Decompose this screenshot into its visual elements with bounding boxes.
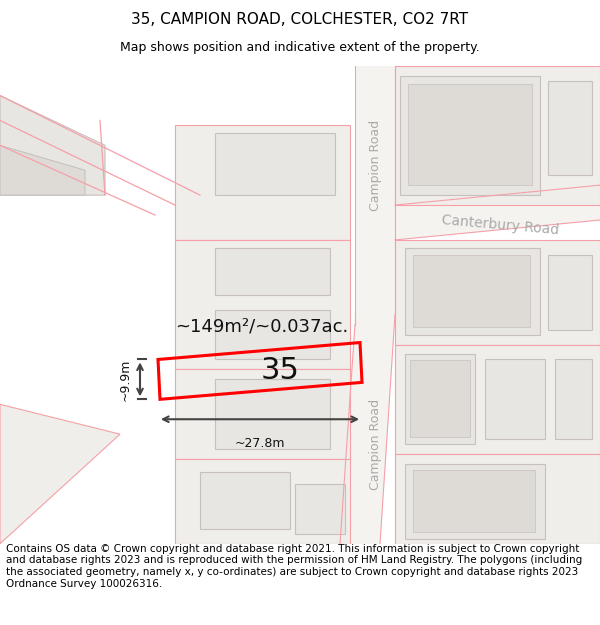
Polygon shape bbox=[555, 359, 592, 439]
Polygon shape bbox=[215, 379, 330, 449]
Polygon shape bbox=[410, 361, 470, 437]
Polygon shape bbox=[400, 76, 540, 195]
Text: Map shows position and indicative extent of the property.: Map shows position and indicative extent… bbox=[120, 41, 480, 54]
Polygon shape bbox=[200, 472, 290, 529]
Polygon shape bbox=[175, 459, 350, 544]
Text: 35: 35 bbox=[260, 356, 299, 386]
Polygon shape bbox=[485, 359, 545, 439]
Text: 35, CAMPION ROAD, COLCHESTER, CO2 7RT: 35, CAMPION ROAD, COLCHESTER, CO2 7RT bbox=[131, 12, 469, 27]
Polygon shape bbox=[548, 255, 592, 329]
Polygon shape bbox=[395, 454, 600, 544]
Polygon shape bbox=[215, 133, 335, 195]
Polygon shape bbox=[340, 66, 395, 544]
Polygon shape bbox=[395, 240, 600, 344]
Polygon shape bbox=[175, 369, 350, 459]
Text: Campion Road: Campion Road bbox=[368, 399, 382, 490]
Text: Contains OS data © Crown copyright and database right 2021. This information is : Contains OS data © Crown copyright and d… bbox=[6, 544, 582, 589]
Polygon shape bbox=[405, 464, 545, 539]
Polygon shape bbox=[405, 354, 475, 444]
Polygon shape bbox=[395, 185, 600, 240]
Polygon shape bbox=[413, 470, 535, 532]
Text: ~9.9m: ~9.9m bbox=[119, 358, 132, 401]
Polygon shape bbox=[175, 240, 350, 369]
Polygon shape bbox=[295, 484, 345, 534]
Text: ~27.8m: ~27.8m bbox=[235, 437, 285, 450]
Polygon shape bbox=[215, 309, 330, 359]
Polygon shape bbox=[0, 96, 105, 195]
Polygon shape bbox=[395, 66, 600, 205]
Polygon shape bbox=[405, 248, 540, 334]
Polygon shape bbox=[175, 126, 350, 240]
Text: ~149m²/~0.037ac.: ~149m²/~0.037ac. bbox=[175, 318, 348, 336]
Text: Campion Road: Campion Road bbox=[368, 119, 382, 211]
Polygon shape bbox=[215, 248, 330, 295]
Polygon shape bbox=[0, 145, 85, 195]
Polygon shape bbox=[395, 344, 600, 454]
Polygon shape bbox=[548, 81, 592, 175]
Polygon shape bbox=[408, 84, 532, 185]
Text: Canterbury Road: Canterbury Road bbox=[440, 213, 559, 237]
Polygon shape bbox=[0, 404, 120, 544]
Polygon shape bbox=[413, 255, 530, 327]
